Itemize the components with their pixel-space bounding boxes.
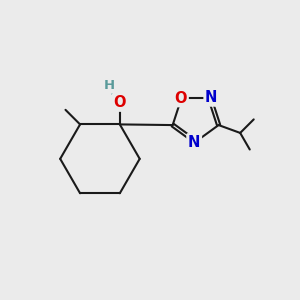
Text: N: N bbox=[205, 90, 218, 105]
Text: O: O bbox=[114, 95, 126, 110]
Text: O: O bbox=[175, 91, 187, 106]
Text: H: H bbox=[103, 79, 115, 92]
Text: N: N bbox=[188, 135, 200, 150]
